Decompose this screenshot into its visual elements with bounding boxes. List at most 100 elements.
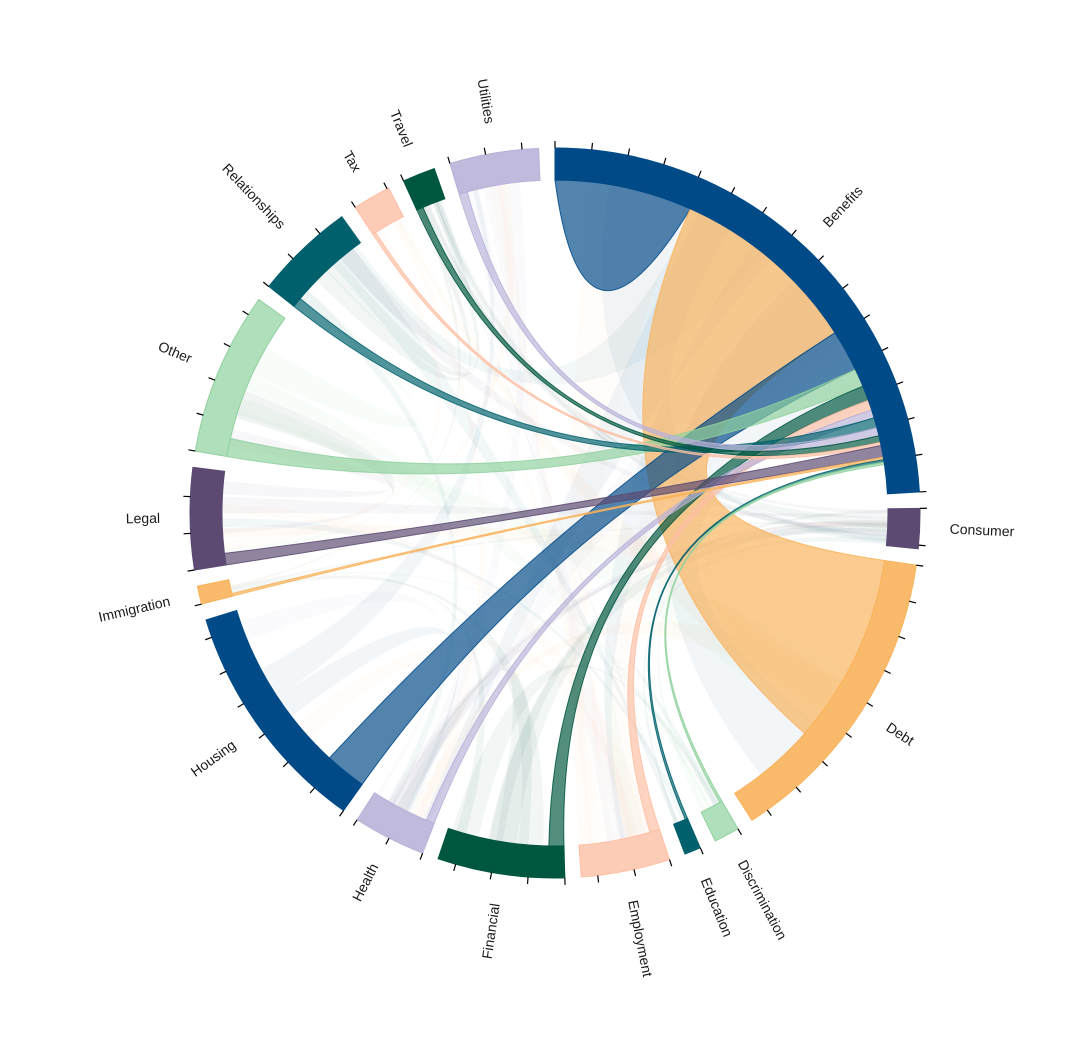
group-arc-housing[interactable] [205, 609, 363, 812]
group-arc-consumer[interactable] [885, 507, 921, 550]
background-flow [260, 189, 495, 697]
group-label-financial: Financial [479, 902, 503, 960]
group-label-housing: Housing [188, 737, 239, 780]
group-arc-benefits[interactable] [554, 147, 920, 495]
tick-housing [237, 703, 245, 708]
tick-benefits [591, 142, 594, 150]
group-arc-discrimination[interactable] [700, 800, 739, 842]
group-arc-other[interactable] [194, 298, 286, 458]
background-flow [222, 504, 652, 838]
tick-other [196, 412, 204, 416]
background-flow [462, 188, 628, 842]
tick-consumer [918, 544, 926, 547]
tick-financial [453, 864, 457, 872]
tick-benefits [818, 255, 825, 261]
tick-housing [219, 670, 227, 675]
background-flow [222, 390, 395, 534]
background-flow [223, 398, 395, 555]
background-flow [395, 181, 527, 814]
tick-legal [187, 569, 195, 572]
tick-housing [309, 787, 316, 794]
background-flow [316, 206, 472, 381]
background-flow [604, 666, 712, 839]
group-arc-tax[interactable] [354, 187, 404, 235]
tick-education [699, 847, 704, 855]
tick-housing [339, 810, 345, 817]
group-label-discrimination: Discrimination [735, 857, 790, 942]
group-label-benefits: Benefits [819, 183, 865, 231]
tick-benefits [907, 416, 915, 420]
tick-health [419, 852, 424, 860]
background-flow [277, 626, 460, 813]
group-label-consumer: Consumer [949, 521, 1015, 540]
tick-benefits [663, 157, 667, 165]
tick-benefits [627, 148, 631, 156]
tick-other [242, 310, 249, 316]
tick-travel [400, 174, 405, 182]
background-flow [222, 518, 686, 822]
tick-utilities [520, 142, 523, 150]
tick-relationships [262, 281, 270, 287]
tick-debt [866, 702, 874, 707]
group-label-legal: Legal [126, 510, 161, 527]
group-arc-relationships[interactable] [268, 216, 362, 308]
group-label-debt: Debt [884, 719, 918, 749]
tick-financial [526, 876, 529, 885]
tick-benefits [730, 187, 736, 194]
tick-financial [489, 872, 493, 880]
tick-employment [633, 869, 637, 877]
tick-debt [898, 635, 906, 640]
group-arc-travel[interactable] [402, 167, 446, 211]
background-flow [252, 289, 420, 428]
group-arc-education[interactable] [672, 817, 701, 855]
group-label-education: Education [698, 875, 736, 939]
group-arc-financial[interactable] [437, 827, 566, 879]
background-flow [411, 621, 842, 819]
group-label-travel: Travel [387, 107, 416, 149]
tick-employment [668, 859, 673, 867]
tick-discrimination [737, 828, 742, 836]
group-label-tax: Tax [340, 148, 365, 175]
group-arc-immigration[interactable] [196, 579, 234, 605]
tick-employment [597, 875, 600, 883]
tick-other [188, 449, 196, 452]
group-arc-employment[interactable] [578, 828, 671, 878]
tick-utilities [483, 147, 487, 155]
group-arc-legal[interactable] [189, 466, 227, 571]
group-label-health: Health [349, 861, 382, 904]
background-flow [396, 668, 533, 845]
group-label-relationships: Relationships [219, 160, 289, 232]
tick-benefits [791, 229, 797, 236]
tick-health [385, 837, 390, 845]
tick-debt [845, 732, 853, 738]
tick-utilities [447, 156, 451, 164]
group-label-employment: Employment [625, 899, 656, 979]
group-arc-utilities[interactable] [449, 147, 541, 195]
tick-housing [282, 761, 289, 768]
tick-housing [205, 636, 213, 641]
tick-debt [909, 600, 917, 604]
tick-relationships [287, 253, 294, 260]
tick-debt [822, 760, 828, 767]
tick-benefits [863, 314, 871, 319]
tick-housing [258, 733, 265, 739]
tick-debt [795, 786, 802, 793]
group-arc-health[interactable] [356, 792, 435, 854]
background-flow [236, 375, 712, 809]
group-label-other: Other [156, 338, 195, 366]
background-flow [435, 183, 521, 354]
tick-health [352, 819, 358, 826]
chord-root: Benefits Consumer Debt DiscriminationEducat… [97, 78, 1015, 979]
highlighted-flows [223, 179, 886, 847]
tick-debt [884, 669, 891, 674]
tick-relationships [315, 227, 321, 235]
group-label-utilities: Utilities [475, 78, 498, 125]
tick-debt [766, 809, 772, 816]
group-arc-debt[interactable] [734, 559, 917, 821]
tick-other [223, 342, 231, 348]
background-flow [435, 201, 679, 823]
tick-benefits [915, 453, 923, 456]
tick-other [208, 377, 216, 381]
tick-tax [383, 182, 388, 190]
background-flow [643, 536, 888, 824]
